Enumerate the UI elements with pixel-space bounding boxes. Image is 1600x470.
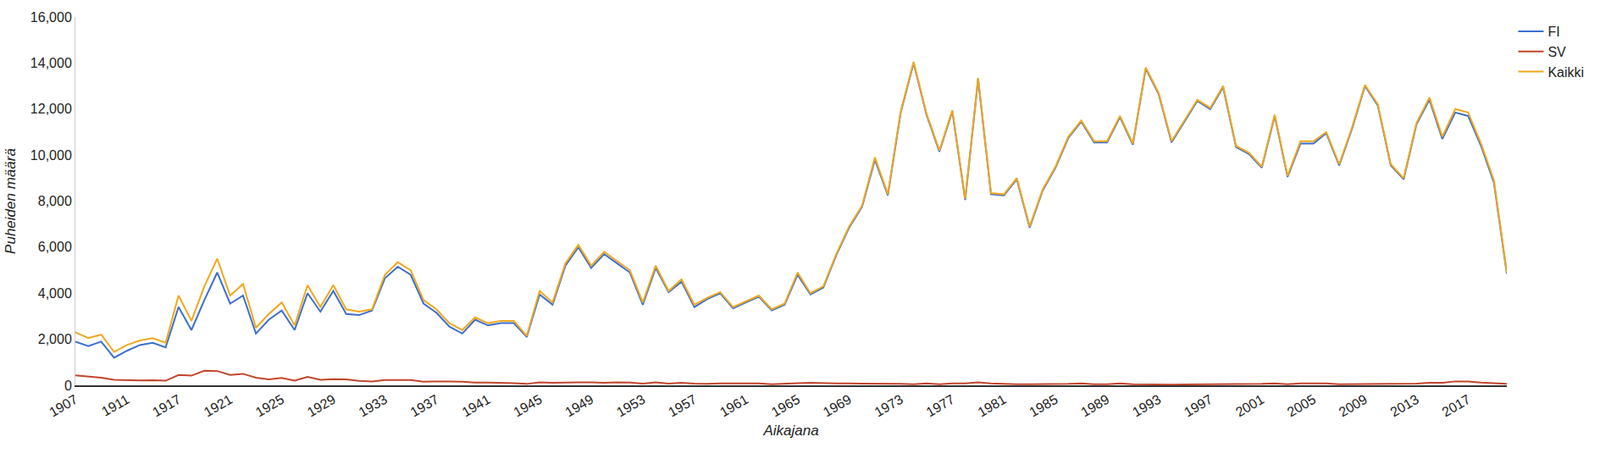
svg-text:1945: 1945 [510, 392, 544, 421]
svg-text:14,000: 14,000 [30, 55, 72, 71]
svg-text:1953: 1953 [614, 392, 648, 421]
svg-text:1949: 1949 [562, 392, 596, 421]
svg-text:FI: FI [1547, 24, 1560, 39]
svg-text:1937: 1937 [407, 392, 441, 421]
svg-text:1977: 1977 [923, 392, 957, 421]
svg-text:1911: 1911 [99, 392, 132, 420]
svg-text:1969: 1969 [820, 392, 854, 421]
svg-text:8,000: 8,000 [38, 193, 72, 209]
svg-text:1917: 1917 [149, 392, 183, 421]
svg-text:16,000: 16,000 [30, 10, 72, 25]
svg-text:4,000: 4,000 [38, 286, 72, 301]
svg-text:0: 0 [64, 378, 72, 394]
svg-text:6,000: 6,000 [38, 239, 72, 255]
svg-text:1921: 1921 [201, 392, 235, 421]
svg-text:SV: SV [1547, 44, 1567, 60]
svg-text:12,000: 12,000 [30, 101, 72, 117]
svg-text:2009: 2009 [1336, 392, 1370, 421]
svg-text:1929: 1929 [304, 392, 338, 421]
svg-text:1973: 1973 [872, 392, 906, 421]
svg-text:2005: 2005 [1284, 392, 1318, 421]
svg-text:Puheiden määrä: Puheiden määrä [2, 148, 19, 255]
svg-text:Kaikki: Kaikki [1547, 65, 1584, 80]
svg-text:1961: 1961 [717, 392, 751, 421]
svg-text:1941: 1941 [459, 392, 493, 421]
svg-text:2013: 2013 [1388, 392, 1422, 421]
svg-text:1989: 1989 [1078, 392, 1112, 421]
svg-text:2,000: 2,000 [38, 332, 72, 347]
svg-text:10,000: 10,000 [30, 148, 72, 163]
svg-text:1933: 1933 [356, 392, 390, 421]
svg-text:1985: 1985 [1026, 392, 1060, 421]
svg-text:1993: 1993 [1129, 392, 1163, 421]
svg-text:1965: 1965 [769, 392, 803, 421]
svg-text:2017: 2017 [1439, 392, 1473, 421]
svg-text:2001: 2001 [1233, 392, 1267, 421]
svg-text:Aikajana: Aikajana [762, 422, 819, 439]
svg-text:1997: 1997 [1181, 392, 1215, 421]
svg-text:1981: 1981 [974, 392, 1008, 421]
svg-text:1957: 1957 [665, 392, 699, 421]
svg-text:1907: 1907 [46, 392, 80, 421]
svg-text:1925: 1925 [253, 392, 287, 421]
